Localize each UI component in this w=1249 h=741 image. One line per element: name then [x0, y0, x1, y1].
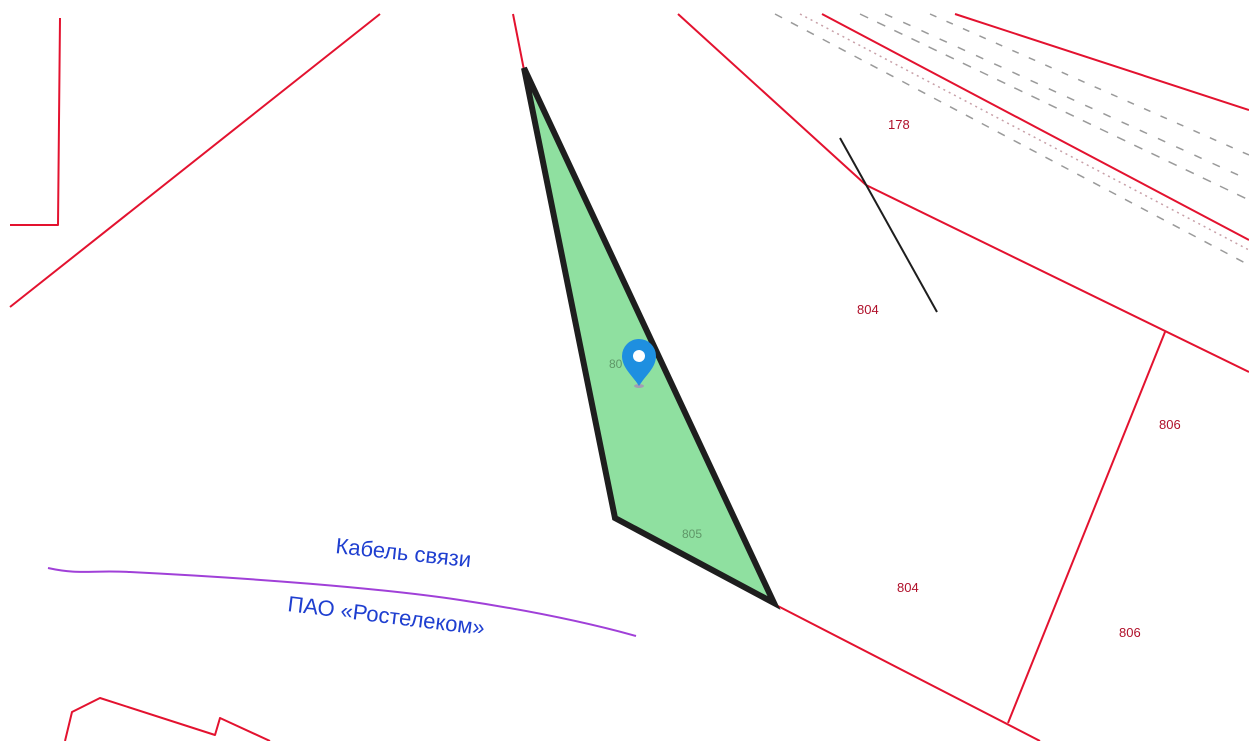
cable-label-line1: Кабель связи — [334, 533, 472, 572]
map-pin-icon[interactable] — [622, 339, 656, 388]
parcel-label-80x: 80 — [609, 357, 623, 371]
parcel-label-804-bottom: 804 — [897, 580, 919, 595]
parcel-label-804-top: 804 — [857, 302, 879, 317]
parcel-label-806-top: 806 — [1159, 417, 1181, 432]
parcel-boundaries — [9, 13, 1249, 741]
parcel-label-806-bottom: 806 — [1119, 625, 1141, 640]
parcel-label-805: 805 — [682, 527, 702, 541]
parcel-label-178: 178 — [888, 117, 910, 132]
measure-line — [839, 137, 938, 313]
highlighted-parcel-805[interactable] — [521, 66, 781, 610]
cable-line — [47, 567, 637, 637]
road-markings — [774, 13, 1249, 266]
